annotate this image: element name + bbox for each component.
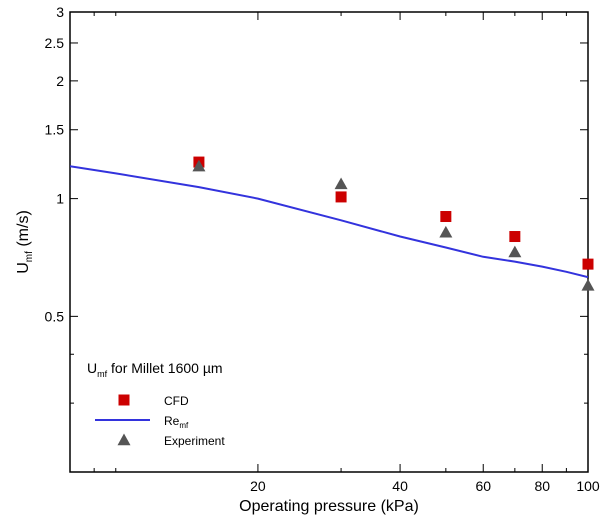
experiment-point [439, 225, 453, 238]
legend-title-rest: for Millet 1600 µm [107, 360, 222, 376]
cfd-point [335, 191, 347, 203]
plot-frame [69, 11, 589, 473]
legend-label-main: CFD [164, 394, 189, 408]
legend-label: Experiment [164, 434, 225, 448]
legend-label: Remf [164, 414, 189, 430]
y-axis-title-sub: mf [24, 251, 35, 262]
y-tick-label: 1.5 [45, 122, 65, 138]
legend-items: CFD Remf Experiment [95, 394, 225, 448]
series-layer [70, 156, 595, 291]
y-axis-title-main: U [15, 262, 32, 274]
legend-label-main: Re [164, 414, 180, 428]
legend-swatch-square [118, 394, 130, 406]
x-axis-title: Operating pressure (kPa) [239, 498, 419, 515]
y-tick-label: 3 [56, 4, 64, 20]
experiment-point [334, 177, 348, 190]
y-axis-title: Umf (m/s) [15, 210, 35, 274]
x-tick-label: 40 [392, 478, 408, 494]
legend-title: Umf for Millet 1600 µm [87, 360, 223, 379]
legend-swatch-triangle [117, 433, 131, 446]
y-tick-label: 2 [56, 73, 64, 89]
x-tick-label: 60 [475, 478, 491, 494]
legend-label: CFD [164, 394, 189, 408]
legend-label-sub: mf [179, 421, 189, 430]
experiment-point [508, 245, 522, 258]
x-tick-label: 80 [534, 478, 550, 494]
cfd-point [509, 231, 521, 243]
x-tick-label: 20 [250, 478, 266, 494]
y-tick-label: 1 [56, 191, 64, 207]
y-axis-title-rest: (m/s) [15, 210, 32, 251]
x-tick-label: 100 [576, 478, 600, 494]
cfd-point [582, 258, 594, 270]
experiment-point [581, 278, 595, 291]
axis-ticks: 20 40 60 80 100 0.5 1 1.5 2 2.5 3 [45, 4, 600, 494]
cfd-point [440, 211, 452, 223]
y-tick-label: 2.5 [45, 35, 65, 51]
legend-title-sub: mf [97, 369, 107, 379]
experiment-point [192, 159, 206, 172]
series-line-re-mf [70, 165, 588, 279]
y-tick-label: 0.5 [45, 308, 65, 324]
legend-label-main: Experiment [164, 434, 225, 448]
legend-title-main: U [87, 360, 97, 376]
